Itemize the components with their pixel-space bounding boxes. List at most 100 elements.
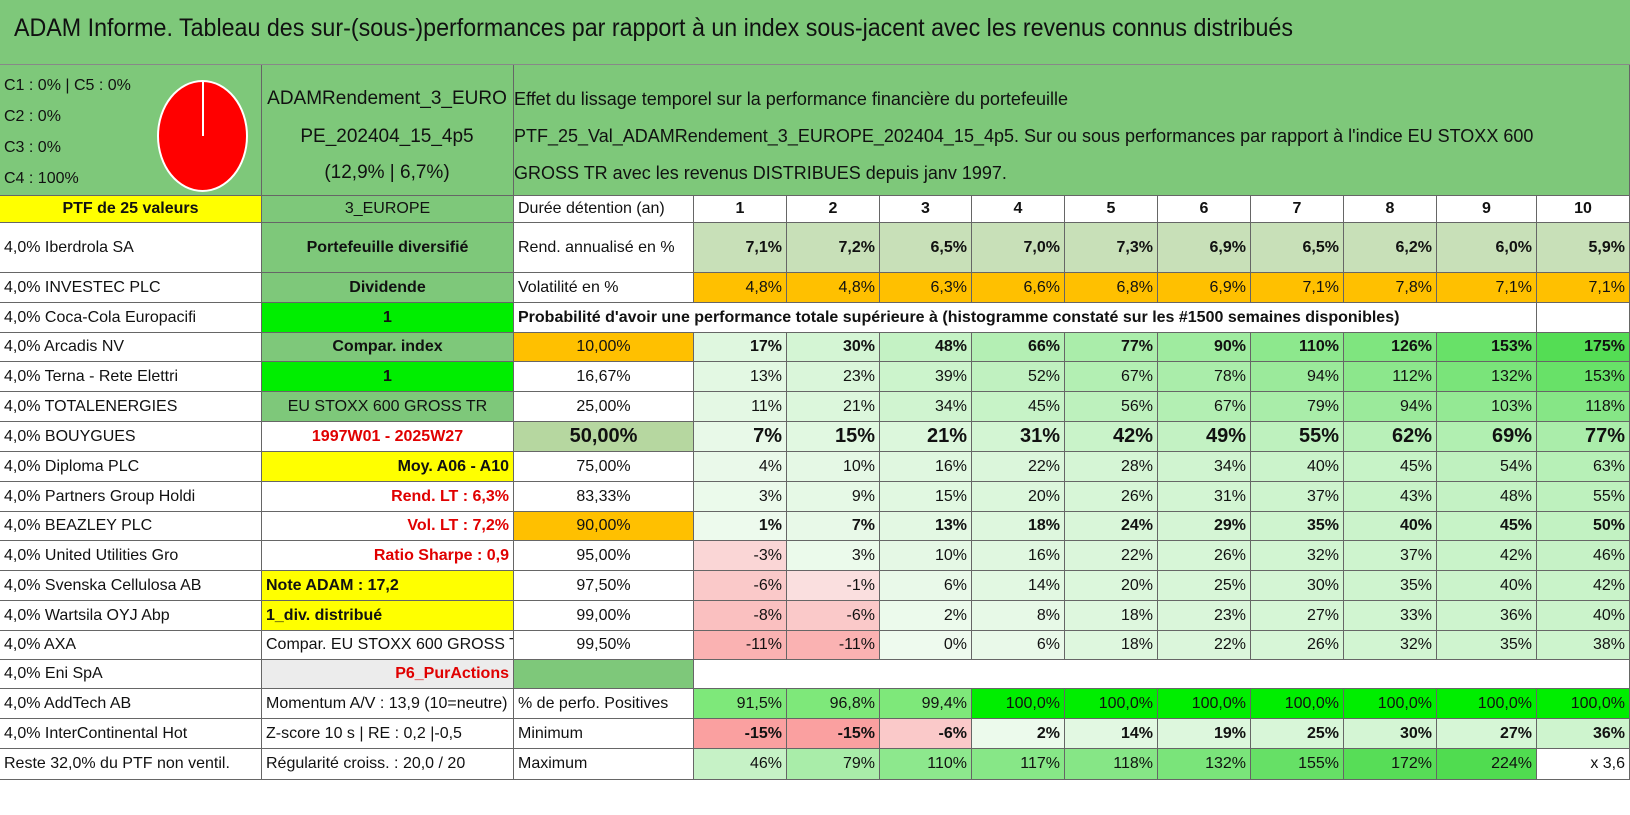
quantile-value-text: 37% xyxy=(1399,546,1432,564)
quantile-value-text: 21% xyxy=(842,397,875,415)
holding-row: 4,0% Wartsila OYJ Abp xyxy=(0,601,262,631)
quantile-value-text: 90% xyxy=(1213,338,1246,355)
quantile-value: 153% xyxy=(1537,362,1630,392)
positive-value-text: 100,0% xyxy=(1377,694,1432,712)
holding-row-text: 4,0% AXA xyxy=(4,636,77,653)
quantile-value: 94% xyxy=(1344,392,1437,422)
description-cell xyxy=(514,65,1630,196)
probability-level: 16,67% xyxy=(514,362,694,392)
quantile-value: 50% xyxy=(1537,512,1630,541)
return-value-text: 6,9% xyxy=(1209,238,1246,256)
probability-level: 99,00% xyxy=(514,601,694,631)
report-title: ADAM Informe. Tableau des sur-(sous-)per… xyxy=(14,14,1293,42)
info-cell: Moy. A06 - A10 xyxy=(262,452,514,482)
year-header: 3 xyxy=(880,196,972,223)
quantile-value-text: 38% xyxy=(1592,636,1625,653)
return-value: 7,1% xyxy=(694,223,787,273)
quantile-value: 22% xyxy=(1065,541,1158,571)
quantile-value: 10% xyxy=(787,452,880,482)
quantile-value-text: 35% xyxy=(1306,517,1339,534)
holding-row-text: 4,0% INVESTEC PLC xyxy=(4,278,161,296)
quantile-value: 103% xyxy=(1437,392,1537,422)
maximum-value: 79% xyxy=(787,749,880,780)
volatility-value-text: 6,9% xyxy=(1209,278,1246,296)
year-header-text: 9 xyxy=(1482,200,1491,217)
quantile-value: 67% xyxy=(1158,392,1251,422)
quantile-value: 56% xyxy=(1065,392,1158,422)
holding-row-text: 4,0% Terna - Rete Elettri xyxy=(4,367,179,385)
quantile-value: 6% xyxy=(880,571,972,601)
holding-row: 4,0% TOTALENERGIES xyxy=(0,392,262,422)
year-header: 8 xyxy=(1344,196,1437,223)
maximum-value: 110% xyxy=(880,749,972,780)
quantile-value-text: 3% xyxy=(758,487,782,505)
year-header: 2 xyxy=(787,196,880,223)
year-header: 9 xyxy=(1437,196,1537,223)
minimum-value: 19% xyxy=(1158,719,1251,749)
quantile-value-text: 6% xyxy=(943,576,967,594)
quantile-value-text: 9% xyxy=(851,487,875,505)
probability-level: 10,00% xyxy=(514,333,694,362)
return-value-text: 6,5% xyxy=(930,238,967,256)
info-cell: Régularité croiss. : 20,0 / 20 xyxy=(262,749,514,780)
quantile-value: 37% xyxy=(1344,541,1437,571)
positive-value-text: 100,0% xyxy=(1477,694,1532,712)
quantile-value: 25% xyxy=(1158,571,1251,601)
probability-level-text: 16,67% xyxy=(576,367,631,385)
year-header-text: 6 xyxy=(1199,200,1209,217)
info-cell: Momentum A/V : 13,9 (10=neutre) xyxy=(262,689,514,719)
return-value: 7,3% xyxy=(1065,223,1158,273)
info-cell: Vol. LT : 7,2% xyxy=(262,512,514,541)
quantile-value: 77% xyxy=(1537,422,1630,452)
holding-row-text: 4,0% Arcadis NV xyxy=(4,338,125,355)
quantile-value-text: 33% xyxy=(1399,606,1432,624)
quantile-value-text: 103% xyxy=(1491,397,1532,415)
quantile-value-text: 67% xyxy=(1120,367,1153,385)
quantile-value: 1% xyxy=(694,512,787,541)
minimum-value: 27% xyxy=(1437,719,1537,749)
probability-level: 25,00% xyxy=(514,392,694,422)
quantile-value-text: 35% xyxy=(1499,636,1532,653)
quantile-value-text: 153% xyxy=(1584,367,1625,385)
quantile-value: 40% xyxy=(1251,452,1344,482)
quantile-value-text: 63% xyxy=(1592,457,1625,475)
duration-label-text: Durée détention (an) xyxy=(518,200,665,217)
quantile-value: 34% xyxy=(1158,452,1251,482)
quantile-value-text: 78% xyxy=(1213,367,1246,385)
maximum-value-text: 172% xyxy=(1391,755,1432,772)
holding-row: 4,0% BOUYGUES xyxy=(0,422,262,452)
minimum-value-text: -15% xyxy=(837,724,875,742)
info-cell-text: 1_div. distribué xyxy=(266,606,383,624)
quantile-value: 48% xyxy=(1437,482,1537,512)
quantile-value-text: 10% xyxy=(842,457,875,475)
quantile-value: 153% xyxy=(1437,333,1537,362)
minimum-label: Minimum xyxy=(514,719,694,749)
positive-value: 99,4% xyxy=(880,689,972,719)
quantile-value-text: 77% xyxy=(1584,425,1625,447)
info-cell: 1 xyxy=(262,362,514,392)
return-label: Rend. annualisé en % xyxy=(514,223,694,273)
quantile-value: 42% xyxy=(1537,571,1630,601)
positive-value: 100,0% xyxy=(1344,689,1437,719)
holding-row: 4,0% Iberdrola SA xyxy=(0,223,262,273)
holding-row: 4,0% AddTech AB xyxy=(0,689,262,719)
quantile-value: 48% xyxy=(880,333,972,362)
maximum-value-text: 132% xyxy=(1205,755,1246,772)
positive-label: % de perfo. Positives xyxy=(514,689,694,719)
volatility-value-text: 6,8% xyxy=(1116,278,1153,296)
maximum-value-text: 224% xyxy=(1491,755,1532,772)
probability-level: 75,00% xyxy=(514,452,694,482)
blank-cell xyxy=(514,660,694,689)
info-cell-text: Note ADAM : 17,2 xyxy=(266,576,399,594)
info-cell-text: Momentum A/V : 13,9 (10=neutre) xyxy=(266,694,508,712)
positive-value-text: 100,0% xyxy=(1098,694,1153,712)
return-value: 6,5% xyxy=(880,223,972,273)
year-header: 1 xyxy=(694,196,787,223)
quantile-value: 78% xyxy=(1158,362,1251,392)
return-label-text: Rend. annualisé en % xyxy=(518,238,675,256)
portfolio-name-line-1: ADAMRendement_3_EURO xyxy=(267,88,507,109)
positive-value-text: 100,0% xyxy=(1284,694,1339,712)
quantile-value: 40% xyxy=(1537,601,1630,631)
quantile-value: 39% xyxy=(880,362,972,392)
maximum-value-text: 110% xyxy=(927,755,967,772)
